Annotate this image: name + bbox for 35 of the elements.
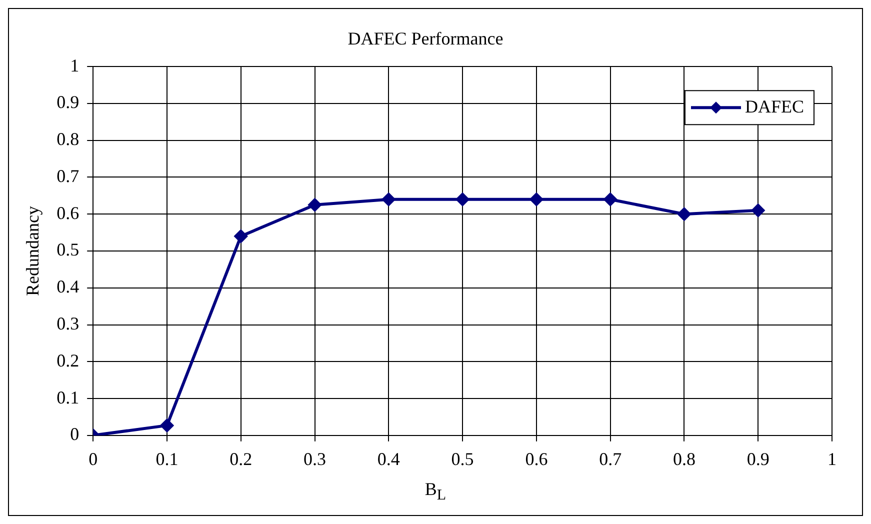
point <box>308 198 322 212</box>
y-tick-label: 0.5 <box>56 240 80 260</box>
y-tick-label: 0.2 <box>56 350 80 370</box>
x-tick-label: 0.8 <box>672 448 696 469</box>
x-tick-label: 0.4 <box>377 448 400 469</box>
y-tick-label: 1 <box>70 55 80 76</box>
x-axis-title: B$_{L}$ <box>424 479 448 505</box>
x-tick-label: 0.6 <box>525 448 548 469</box>
point <box>604 192 617 206</box>
x-tick-label: 0.9 <box>746 448 770 469</box>
x-tick-label: 0.7 <box>599 448 622 469</box>
y-tick-label: 0.6 <box>56 202 80 223</box>
x-tick-label: 0.1 <box>156 448 178 469</box>
y-tick-label: 0.4 <box>56 276 80 297</box>
point <box>382 192 396 206</box>
x-tick-label: 0.3 <box>304 448 326 469</box>
y-tick-label: 0.7 <box>56 166 80 186</box>
x-tick-label: 0.2 <box>230 448 252 469</box>
point <box>160 418 174 432</box>
point <box>234 230 248 243</box>
y-axis-title: Redundancy <box>22 206 43 296</box>
y-tick-label: 0.1 <box>56 387 80 408</box>
y-tick-label: 0 <box>70 424 80 444</box>
point <box>678 208 691 221</box>
chart-title: DAFEC Performance <box>348 28 504 49</box>
y-tick-label: 0.8 <box>56 129 80 150</box>
point <box>530 192 543 206</box>
y-tick-label: 0.9 <box>56 92 80 112</box>
x-tick-label: 0 <box>88 448 98 469</box>
legend-label: DAFEC <box>744 96 804 116</box>
point <box>456 192 470 206</box>
x-tick-label: 0.5 <box>451 448 474 469</box>
y-tick-label: 0.3 <box>56 313 80 334</box>
point <box>752 204 765 217</box>
x-tick-label: 1 <box>828 448 836 469</box>
